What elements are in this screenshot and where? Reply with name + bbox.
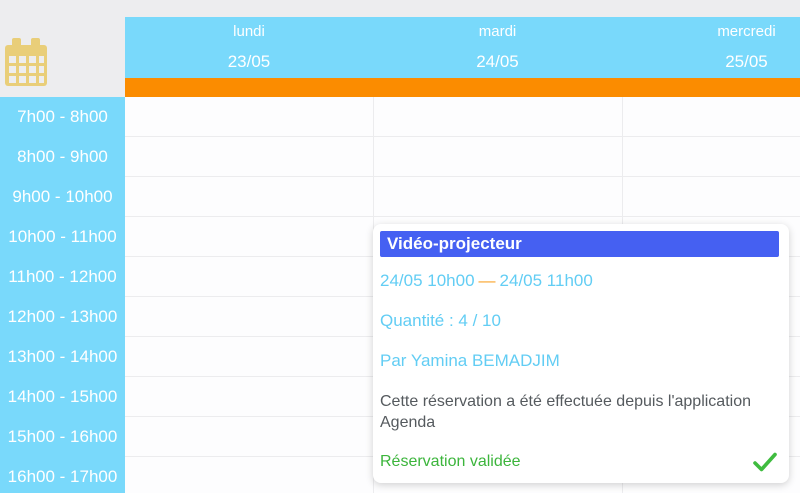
day-name: mercredi [717, 23, 776, 40]
day-name: lundi [233, 23, 265, 40]
calendar-icon[interactable] [5, 38, 47, 86]
reservation-status: Réservation validée [380, 453, 521, 470]
day-column-lundi: lundi 23/05 [125, 17, 373, 78]
time-range-separator: — [478, 271, 496, 290]
reservation-note: Cette réservation a été effectuée depuis… [380, 393, 751, 431]
time-slot-label: 13h00 - 14h00 [7, 347, 118, 366]
day-date: 25/05 [725, 52, 768, 71]
day-column-mardi: mardi 24/05 [373, 17, 622, 78]
time-slot-label: 16h00 - 17h00 [7, 467, 118, 486]
grid-row[interactable] [125, 137, 800, 177]
time-slot-label: 9h00 - 10h00 [12, 187, 113, 206]
day-name: mardi [478, 23, 517, 40]
reservation-status-row: Réservation validée [380, 451, 779, 473]
time-slot-label: 7h00 - 8h00 [17, 107, 108, 126]
reservation-start: 24/05 10h00 [380, 271, 475, 290]
reservation-time-range: 24/05 10h00—24/05 11h00 [380, 270, 779, 292]
header-accent-bar [125, 78, 800, 97]
day-header: lundi 23/05 mardi 24/05 mercredi 25/05 [125, 17, 800, 78]
time-slot-label: 11h00 - 12h00 [8, 267, 117, 286]
day-date: 23/05 [227, 52, 271, 71]
grid-row[interactable] [125, 177, 800, 217]
reservation-popup: Vidéo-projecteur 24/05 10h00—24/05 11h00… [373, 224, 789, 483]
reservation-quantity: Quantité : 4 / 10 [380, 311, 501, 330]
grid-row[interactable] [125, 97, 800, 137]
time-slot-label: 14h00 - 15h00 [7, 387, 118, 406]
time-slot-label: 12h00 - 13h00 [7, 307, 118, 326]
check-icon [753, 452, 777, 472]
reservation-title: Vidéo-projecteur [380, 231, 779, 257]
day-date: 24/05 [476, 52, 519, 71]
time-column: 7h00 - 8h00 8h00 - 9h00 9h00 - 10h00 10h00 … [0, 97, 125, 493]
time-slot-label: 10h00 - 11h00 [8, 227, 117, 246]
time-slot-label: 15h00 - 16h00 [7, 427, 118, 446]
reservation-author: Par Yamina BEMADJIM [380, 351, 560, 370]
day-column-mercredi: mercredi 25/05 [622, 17, 800, 78]
reservation-end: 24/05 11h00 [499, 271, 593, 290]
time-slot-label: 8h00 - 9h00 [17, 147, 108, 166]
